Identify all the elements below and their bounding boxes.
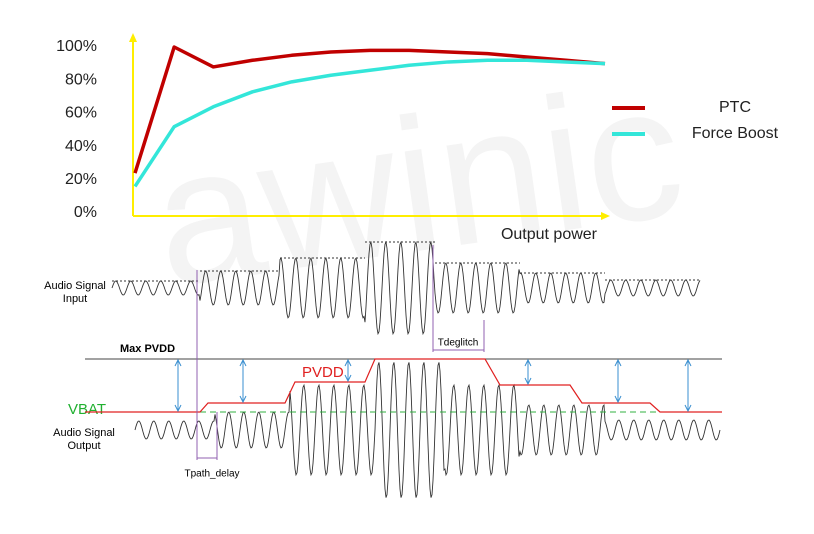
output-label: Audio Signal [53,427,115,439]
tdeglitch-label: Tdeglitch [438,338,479,349]
input-waveform [111,240,701,336]
arrow-head [239,358,247,367]
legend-label: Force Boost [692,125,779,142]
max-pvdd-label: Max PVDD [120,343,175,355]
series-line [133,45,606,174]
timing-diagram: Audio Signal Input Max PVDD PVDD VBAT Au… [44,240,722,498]
input-label: Input [63,293,87,305]
arrow-head [344,358,352,367]
output-label: Output [67,440,100,452]
output-waveform [134,362,721,498]
x-axis-label: Output power [501,226,598,243]
pvdd-line [85,358,722,413]
y-tick-label: 60% [65,105,97,122]
y-axis-arrow [129,33,137,42]
y-tick-label: 40% [65,138,97,155]
x-axis-arrow [601,212,610,220]
input-label: Audio Signal [44,280,106,292]
series-line [133,58,606,188]
vbat-label: VBAT [68,401,106,418]
arrow-head [524,358,532,367]
arrow-head [614,395,622,404]
arrow-head [684,358,692,367]
arrow-head [174,404,182,413]
y-tick-label: 80% [65,71,97,88]
arrow-head [684,404,692,413]
arrow-head [344,374,352,383]
arrow-head [524,377,532,386]
legend-label: PTC [719,99,751,116]
arrow-head [614,358,622,367]
arrow-head [174,358,182,367]
y-tick-label: 20% [65,171,97,188]
pvdd-label: PVDD [302,364,344,381]
y-tick-label: 0% [74,204,97,221]
arrow-head [239,395,247,404]
watermark: awinic [142,44,694,327]
tpath-delay-label: Tpath_delay [184,469,239,480]
y-tick-label: 100% [56,38,97,55]
